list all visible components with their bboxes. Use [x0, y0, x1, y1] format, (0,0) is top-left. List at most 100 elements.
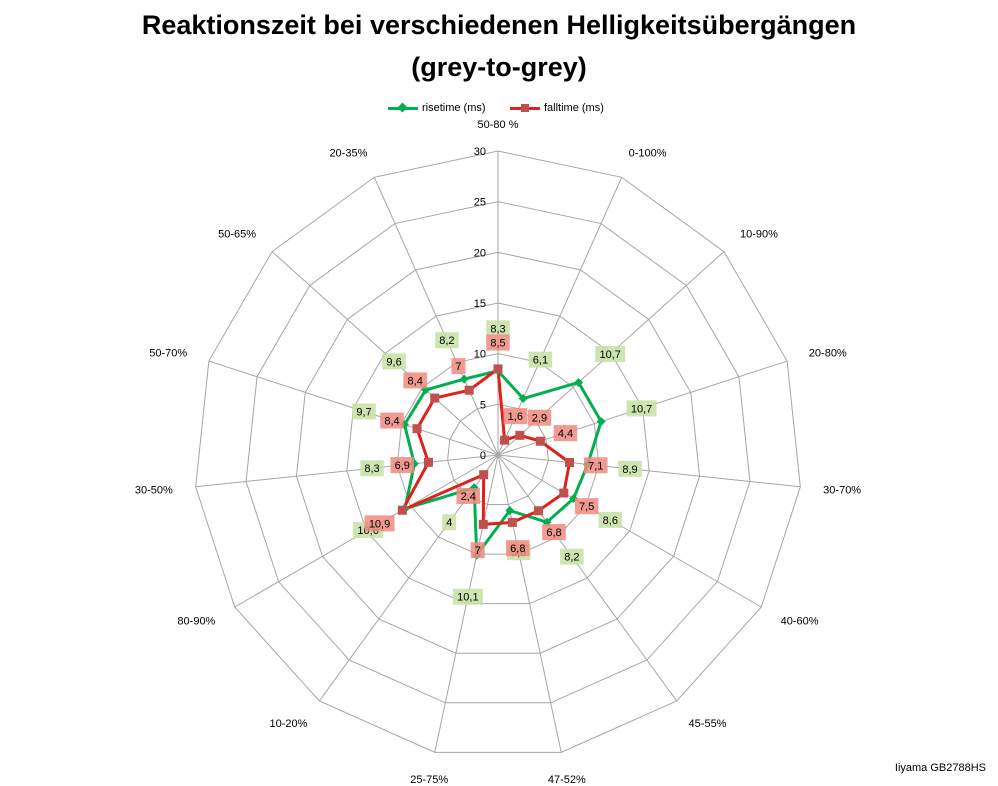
data-point-falltime — [493, 364, 503, 374]
data-label-bg — [451, 358, 466, 375]
data-label-bg — [618, 460, 642, 477]
data-point-falltime — [500, 435, 510, 445]
data-label-risetime: 8,2 — [564, 552, 579, 564]
series-line-falltime — [400, 367, 572, 526]
data-point-falltime — [565, 458, 575, 468]
monitor-label: Iiyama GB2788HS — [894, 762, 986, 774]
chart-title: Reaktionszeit bei verschiedenen Helligke… — [141, 10, 857, 40]
category-label: 50-70% — [149, 348, 187, 360]
data-label-falltime: 7 — [455, 361, 461, 373]
data-label-bg — [360, 460, 384, 477]
data-point-falltime — [515, 430, 525, 440]
data-label-bg — [595, 345, 626, 362]
data-label-bg — [527, 409, 552, 426]
category-label: 20-80% — [809, 348, 847, 360]
data-point-falltime — [535, 436, 545, 446]
data-label-falltime: 7 — [475, 545, 481, 557]
data-label-falltime: 7,5 — [579, 501, 594, 513]
data-label-risetime: 8,9 — [622, 464, 637, 476]
category-label: 10-90% — [740, 229, 778, 241]
category-label: 80-90% — [177, 616, 215, 628]
data-label-falltime: 6,9 — [395, 460, 410, 472]
data-label-bg — [626, 400, 657, 417]
grid-spoke — [497, 454, 562, 753]
grid-ring — [447, 403, 549, 506]
data-label-falltime: 7,1 — [588, 460, 603, 472]
grid-ring — [396, 353, 600, 555]
data-label-risetime: 9,6 — [386, 356, 401, 368]
category-label: 30-70% — [823, 485, 861, 497]
category-label: 40-60% — [781, 616, 819, 628]
data-point-falltime — [412, 424, 422, 434]
data-label-bg — [390, 457, 415, 474]
grid-spoke — [271, 251, 499, 456]
grid-spoke — [497, 454, 801, 488]
data-label-bg — [560, 548, 584, 565]
data-label-bg — [486, 320, 510, 337]
legend-label-falltime: falltime (ms) — [544, 102, 604, 114]
data-label-bg — [553, 425, 578, 442]
radial-tick-label: 30 — [474, 146, 486, 158]
category-label: 50-80 % — [478, 119, 519, 131]
grid-spoke — [373, 177, 499, 456]
data-label-bg — [486, 334, 510, 351]
grid-spoke — [195, 454, 499, 488]
data-point-risetime — [518, 394, 528, 404]
radial-tick-label: 25 — [474, 197, 486, 209]
data-point-risetime — [505, 506, 515, 516]
data-label-falltime: 6,8 — [510, 543, 525, 555]
radial-tick-label: 0 — [480, 450, 486, 462]
data-label-falltime: 1,6 — [508, 411, 523, 423]
grid-ring — [346, 302, 650, 605]
data-label-risetime: 10,7 — [599, 349, 620, 361]
data-label-bg — [380, 412, 404, 429]
data-point-risetime — [574, 377, 584, 387]
data-point-falltime — [478, 519, 488, 529]
data-point-falltime — [559, 488, 569, 498]
grid-spoke — [497, 454, 678, 702]
data-label-risetime: 6,1 — [533, 355, 548, 367]
data-point-risetime — [459, 374, 469, 384]
data-label-bg — [382, 353, 406, 370]
data-label-risetime: 8,6 — [603, 515, 618, 527]
data-point-risetime — [596, 416, 606, 426]
grid-spoke — [497, 454, 762, 608]
legend-label-risetime: risetime (ms) — [422, 102, 486, 114]
data-label-bg — [506, 540, 530, 557]
data-label-risetime: 10,1 — [457, 592, 478, 604]
data-label-bg — [364, 515, 395, 532]
chart-subtitle: (grey-to-grey) — [411, 52, 587, 82]
data-point-falltime — [423, 457, 433, 467]
category-label: 47-52% — [548, 774, 586, 786]
data-label-risetime: 10,7 — [631, 403, 652, 415]
series-line-risetime — [403, 369, 603, 557]
data-label-falltime: 10,9 — [369, 518, 390, 530]
data-label-falltime: 6,8 — [546, 527, 561, 539]
data-label-risetime: 8,3 — [364, 463, 379, 475]
data-label-bg — [528, 351, 553, 368]
category-label: 30-50% — [135, 485, 173, 497]
radial-tick-label: 20 — [474, 247, 486, 259]
grid-ring — [245, 201, 751, 704]
category-label: 10-20% — [270, 718, 308, 730]
data-point-falltime — [507, 517, 517, 527]
radial-tick-label: 5 — [480, 399, 486, 411]
data-label-bg — [503, 408, 528, 425]
data-point-falltime — [430, 393, 440, 403]
data-label-risetime: 9,7 — [356, 406, 371, 418]
data-label-bg — [470, 542, 485, 559]
category-label: 50-65% — [218, 229, 256, 241]
data-label-bg — [452, 588, 483, 605]
data-label-falltime: 2,9 — [532, 413, 547, 425]
data-label-bg — [598, 511, 623, 528]
data-label-risetime: 8,3 — [490, 323, 505, 335]
data-label-falltime: 8,4 — [408, 375, 423, 387]
category-label: 45-55% — [689, 718, 727, 730]
grid-ring — [195, 150, 801, 753]
data-label-risetime: 8,2 — [439, 335, 454, 347]
data-label-bg — [352, 403, 376, 420]
data-label-bg — [442, 514, 457, 531]
data-label-falltime: 4,4 — [558, 428, 573, 440]
data-point-falltime — [464, 385, 474, 395]
